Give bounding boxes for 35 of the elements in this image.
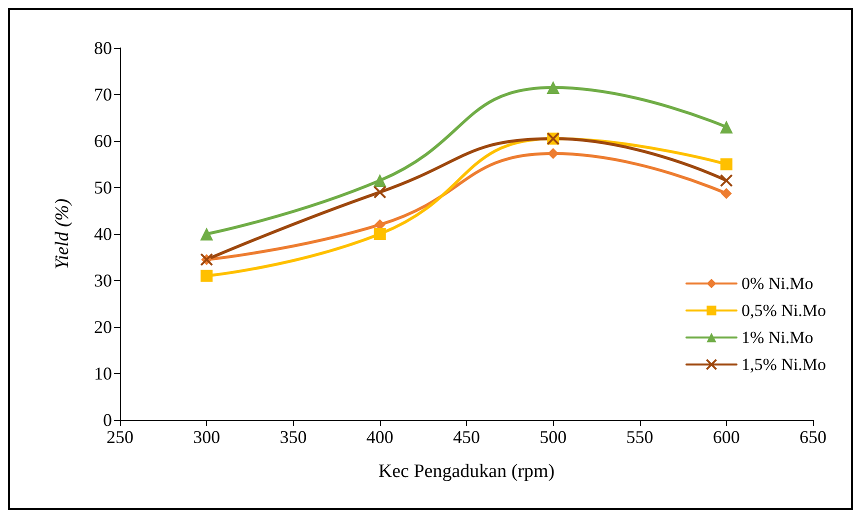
legend-label: 1,5% Ni.Mo — [741, 355, 826, 374]
y-tick-label: 50 — [94, 178, 112, 198]
point — [720, 120, 733, 134]
x-tick-label: 350 — [280, 427, 307, 447]
y-tick-label: 0 — [103, 410, 112, 430]
y-tick-label: 10 — [94, 364, 112, 384]
y-tick-label: 60 — [94, 131, 112, 151]
legend-label: 0,5% Ni.Mo — [741, 301, 826, 320]
legend-label: 0% Ni.Mo — [741, 274, 814, 293]
x-axis-title: Kec Pengadukan (rpm) — [378, 461, 555, 482]
point — [374, 228, 386, 240]
x-tick-label: 550 — [626, 427, 654, 447]
y-axis-title: Yield (%) — [52, 198, 73, 270]
point — [200, 270, 213, 282]
point — [200, 228, 214, 240]
point — [373, 174, 386, 188]
x-tick-label: 650 — [800, 427, 826, 447]
x-tick-label: 500 — [540, 427, 567, 447]
x-tick-label: 450 — [453, 427, 480, 447]
x-tick-label: 250 — [106, 427, 134, 447]
point — [373, 186, 386, 199]
y-tick-label: 30 — [94, 270, 112, 290]
x-tick-label: 400 — [366, 427, 394, 447]
legend-label: 1% Ni.Mo — [741, 328, 814, 347]
y-tick-label: 20 — [94, 317, 112, 337]
point — [720, 174, 733, 188]
point — [720, 188, 732, 200]
y-tick-label: 40 — [94, 224, 112, 244]
point — [546, 81, 560, 94]
x-tick-label: 600 — [712, 427, 740, 447]
point — [720, 158, 732, 170]
y-tick-label: 80 — [94, 38, 112, 58]
y-tick-label: 70 — [94, 84, 112, 104]
x-tick-label: 300 — [193, 427, 220, 447]
point — [548, 148, 559, 160]
